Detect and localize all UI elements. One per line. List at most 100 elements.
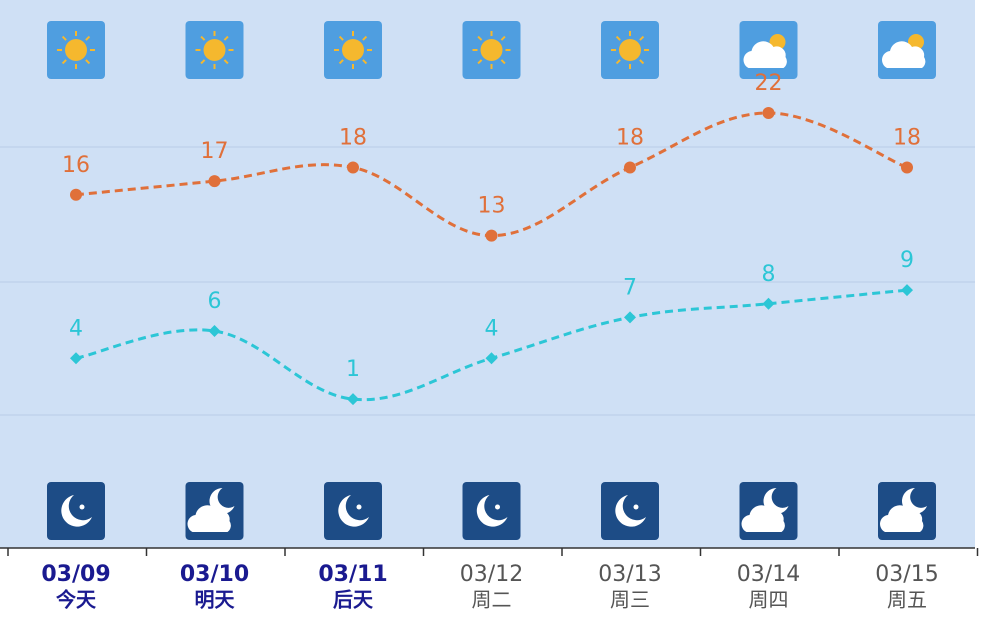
data-label: 8 [762, 262, 776, 287]
sun-ray [61, 35, 67, 41]
night-icon [462, 482, 521, 540]
cloud [741, 505, 785, 532]
cloud [882, 41, 926, 68]
day-label: 明天 [195, 588, 236, 612]
sun-ray [615, 59, 621, 65]
star [495, 504, 500, 510]
sun [908, 34, 924, 50]
night-icon [324, 482, 382, 540]
x-tick-label: 03/13 [598, 562, 661, 587]
data-label: 4 [69, 316, 83, 341]
day-icon [601, 21, 659, 79]
day-icon [878, 21, 936, 79]
point [347, 161, 359, 174]
data-label: 4 [485, 316, 499, 341]
point [624, 311, 636, 324]
day-icon [462, 21, 521, 79]
data-label: 18 [893, 126, 921, 151]
sun [342, 39, 364, 61]
sun-ray [223, 35, 229, 41]
data-label: 1 [346, 357, 360, 382]
sun-ray [477, 59, 483, 65]
sun [65, 39, 87, 61]
day-icon [47, 21, 105, 79]
x-tick-label: 03/09 [41, 562, 110, 587]
day-label: 周五 [887, 588, 927, 612]
point [762, 107, 775, 119]
day-label: 周二 [472, 588, 512, 612]
sun-ray [615, 35, 621, 41]
point [901, 161, 913, 174]
day-label: 今天 [56, 588, 97, 612]
sun-ray [85, 59, 91, 65]
icon-bg [601, 482, 659, 540]
icon-bg [47, 482, 105, 540]
star [79, 504, 85, 510]
day-icon [185, 21, 244, 79]
day-icon [324, 21, 382, 79]
data-label: 18 [616, 126, 644, 151]
moon [338, 495, 369, 527]
sun-ray [639, 59, 645, 65]
point [70, 352, 82, 365]
point [485, 229, 498, 242]
sun-ray [500, 35, 506, 41]
point [762, 297, 775, 310]
night-icon [185, 482, 244, 540]
moon [209, 488, 235, 514]
x-tick-label: 03/10 [180, 562, 249, 587]
data-label: 17 [201, 139, 229, 164]
moon [902, 488, 927, 515]
night-icon [739, 482, 798, 540]
sun-ray [500, 59, 506, 65]
data-label: 18 [339, 126, 367, 151]
moon [763, 488, 789, 514]
sun-ray [362, 35, 368, 41]
cloud [187, 505, 231, 532]
cloud [743, 41, 787, 68]
moon [615, 495, 646, 527]
data-label: 22 [755, 71, 783, 96]
point [485, 352, 498, 365]
sun-ray [85, 35, 91, 41]
data-label: 16 [62, 153, 90, 178]
x-tick-label: 03/12 [460, 562, 523, 587]
sun-ray [338, 59, 344, 65]
day-label: 周四 [749, 588, 789, 612]
sun-ray [639, 35, 645, 41]
sun-ray [200, 59, 206, 65]
point [208, 325, 221, 337]
data-label: 7 [623, 275, 637, 300]
sun-ray [200, 35, 206, 41]
star [633, 504, 639, 510]
moon [476, 495, 508, 527]
x-tick-label: 03/14 [737, 562, 800, 587]
data-label: 6 [208, 289, 222, 314]
sun [619, 39, 641, 61]
moon [61, 495, 92, 527]
sun-ray [477, 35, 483, 41]
x-tick-label: 03/11 [318, 562, 387, 587]
day-label: 后天 [333, 588, 374, 612]
sun [203, 39, 226, 61]
night-icon [878, 482, 936, 540]
day-icon [739, 21, 798, 79]
night-icon [47, 482, 105, 540]
sun [480, 39, 503, 61]
cloud [880, 505, 924, 532]
point [70, 188, 82, 201]
star [356, 504, 362, 510]
icon-bg [462, 482, 521, 540]
point [901, 284, 913, 297]
sun-ray [61, 59, 67, 65]
sun [769, 34, 786, 50]
night-icon [601, 482, 659, 540]
point [347, 393, 359, 406]
data-label: 13 [478, 194, 506, 219]
icon-bg [324, 482, 382, 540]
point [208, 175, 221, 188]
sun-ray [338, 35, 344, 41]
plot-background [0, 0, 975, 548]
